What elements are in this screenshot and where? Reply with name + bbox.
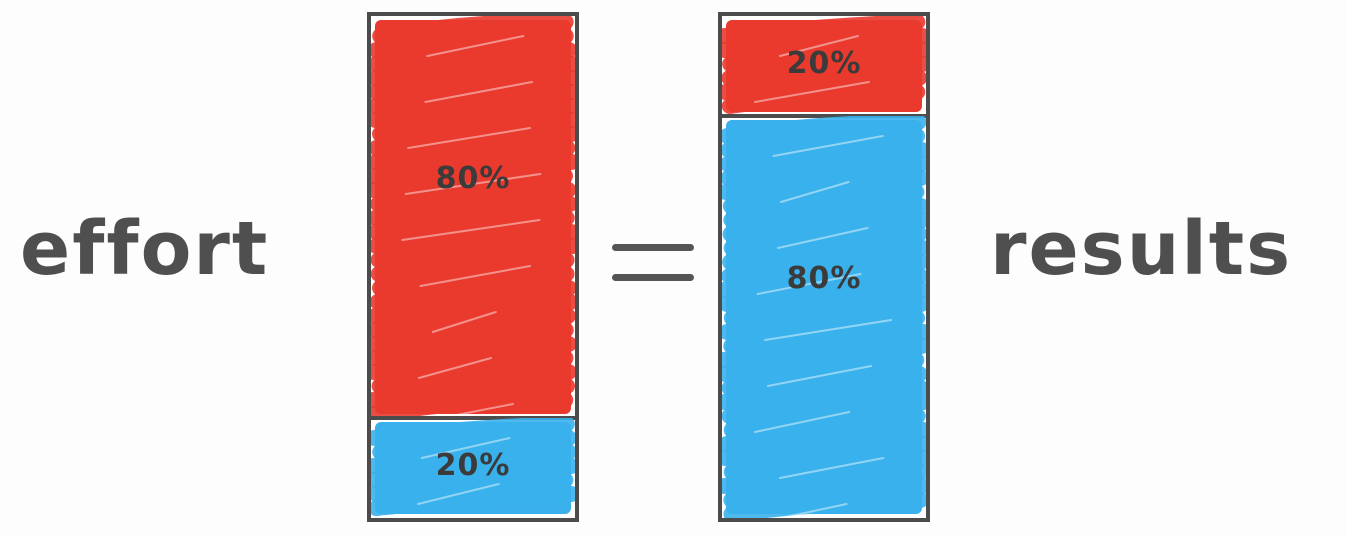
effort-segment-blue: 20% bbox=[371, 418, 575, 518]
results-segment-blue: 80% bbox=[722, 116, 926, 518]
effort-segment-divider bbox=[371, 416, 575, 420]
effort-segment-red: 80% bbox=[371, 16, 575, 418]
effort-label: effort bbox=[20, 206, 270, 292]
results-segment-divider bbox=[722, 114, 926, 118]
equals-sign-bottom-bar bbox=[612, 274, 694, 281]
results-column: 20% 80% bbox=[718, 12, 930, 522]
results-segment-label: 80% bbox=[786, 260, 862, 296]
effort-column: 80% 20% bbox=[367, 12, 579, 522]
equals-sign-top-bar bbox=[612, 244, 694, 251]
effort-segment-label: 20% bbox=[435, 448, 511, 483]
results-segment-red: 20% bbox=[722, 16, 926, 116]
effort-segment-label: 80% bbox=[435, 160, 511, 196]
results-segment-label: 20% bbox=[786, 46, 862, 81]
results-label: results bbox=[990, 206, 1293, 292]
